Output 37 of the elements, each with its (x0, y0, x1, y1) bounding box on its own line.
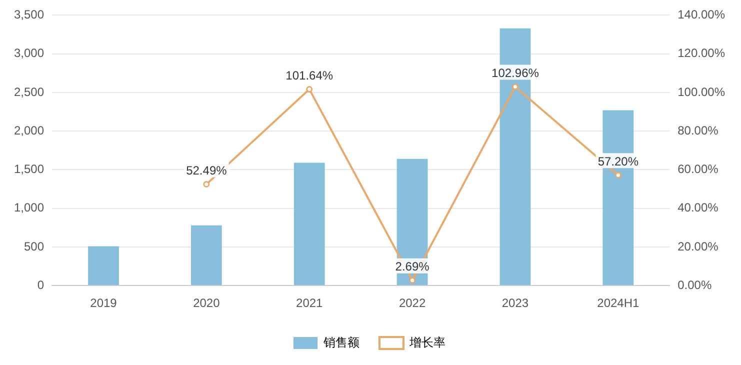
legend-label: 销售额 (322, 335, 360, 350)
point (203, 180, 210, 188)
point (512, 83, 518, 90)
x-tick-label: 2019 (90, 296, 118, 310)
data-label: 101.64% (286, 68, 334, 83)
x-tick-label: 2022 (398, 296, 426, 310)
y-tick-label: 0 (37, 278, 44, 292)
bar (294, 162, 325, 286)
x-tick-label: 2020 (193, 296, 220, 310)
bar (88, 246, 119, 286)
data-label: 2.69% (395, 260, 430, 274)
y2-tick-label: 20.00% (678, 239, 719, 254)
y2-tick-label: 60.00% (678, 162, 719, 176)
bar (190, 225, 222, 286)
x-tick-label: 2021 (296, 296, 324, 310)
y-tick-label: 2,500 (14, 84, 44, 99)
y2-tick-label: 40.00% (678, 200, 719, 215)
data-label: 102.96% (492, 66, 540, 80)
y-tick-label: 3,000 (14, 46, 44, 60)
y2-tick-label: 0.00% (678, 278, 712, 292)
data-label: 52.49% (186, 164, 228, 178)
point (306, 86, 313, 93)
y2-tick-label: 80.00% (678, 123, 719, 138)
y2-tick-label: 140.00% (678, 8, 726, 22)
point (409, 277, 416, 284)
x-tick-label: 2023 (502, 296, 529, 310)
y-tick-label: 500 (24, 239, 44, 254)
point (614, 172, 622, 178)
y-tick-label: 3,500 (14, 8, 44, 22)
x-tick-label: 2024H1 (597, 296, 640, 310)
y-tick-label: 1,000 (14, 200, 44, 215)
y-tick-label: 2,000 (14, 123, 44, 138)
y2-tick-label: 120.00% (678, 46, 726, 60)
y-tick-label: 1,500 (14, 162, 44, 176)
legend-label: 增长率 (408, 335, 446, 350)
data-label: 57.20% (598, 154, 639, 168)
y2-tick-label: 100.00% (678, 84, 726, 99)
